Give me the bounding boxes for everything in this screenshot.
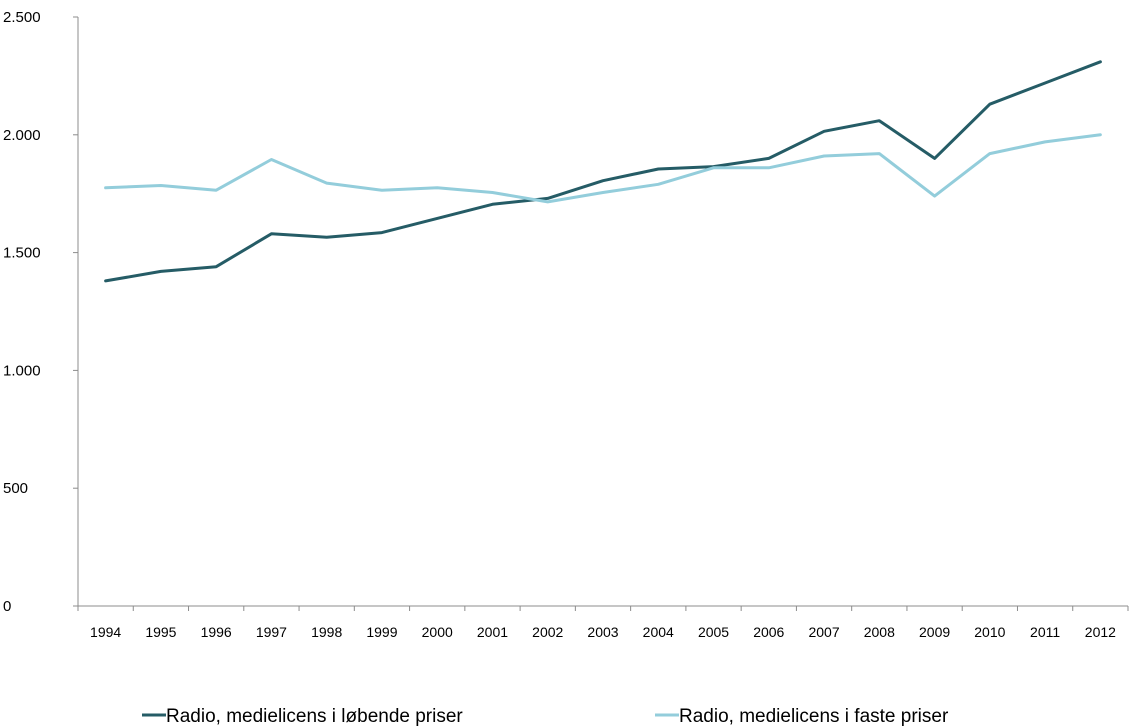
y-tick-label: 0 xyxy=(3,598,11,615)
x-tick-label: 1996 xyxy=(201,624,232,640)
x-tick-label: 2001 xyxy=(477,624,508,640)
legend: Radio, medielicens i løbende priser Radio… xyxy=(142,706,949,727)
series-lines xyxy=(104,60,1102,283)
x-tick-label: 2009 xyxy=(919,624,950,640)
y-axis: 0 500 1.000 1.500 2.000 2.500 xyxy=(3,9,79,615)
x-tick-label: 2002 xyxy=(532,624,563,640)
x-tick-label: 2000 xyxy=(422,624,453,640)
x-tick-label: 1998 xyxy=(311,624,342,640)
x-tick-label: 2008 xyxy=(864,624,895,640)
series-line-1 xyxy=(104,60,1102,283)
x-tick-label: 2003 xyxy=(587,624,618,640)
x-axis: 1994 1995 1996 1997 1998 1999 2000 2001 2002 2003… xyxy=(77,605,1129,640)
x-tick-label: 2011 xyxy=(1030,624,1060,640)
legend-label: Radio, medielicens i løbende priser xyxy=(166,706,463,727)
x-tick-label: 1995 xyxy=(145,624,176,640)
x-tick-label: 2010 xyxy=(974,624,1005,640)
y-tick-label: 2.000 xyxy=(3,127,41,144)
y-tick-label: 2.500 xyxy=(3,9,41,26)
y-tick-label: 500 xyxy=(3,480,28,497)
x-tick-label: 1997 xyxy=(256,624,287,640)
legend-label: Radio, medielicens i faste priser xyxy=(679,706,949,727)
x-tick-label: 2004 xyxy=(643,624,674,640)
series-line-2 xyxy=(104,133,1102,204)
x-tick-label: 2006 xyxy=(753,624,784,640)
x-tick-label: 1994 xyxy=(90,624,121,640)
x-tick-label: 2005 xyxy=(698,624,729,640)
x-tick-label: 1999 xyxy=(366,624,397,640)
y-tick-label: 1.000 xyxy=(3,362,41,379)
x-tick-label: 2012 xyxy=(1085,624,1116,640)
x-tick-label: 2007 xyxy=(808,624,839,640)
y-tick-label: 1.500 xyxy=(3,245,41,262)
